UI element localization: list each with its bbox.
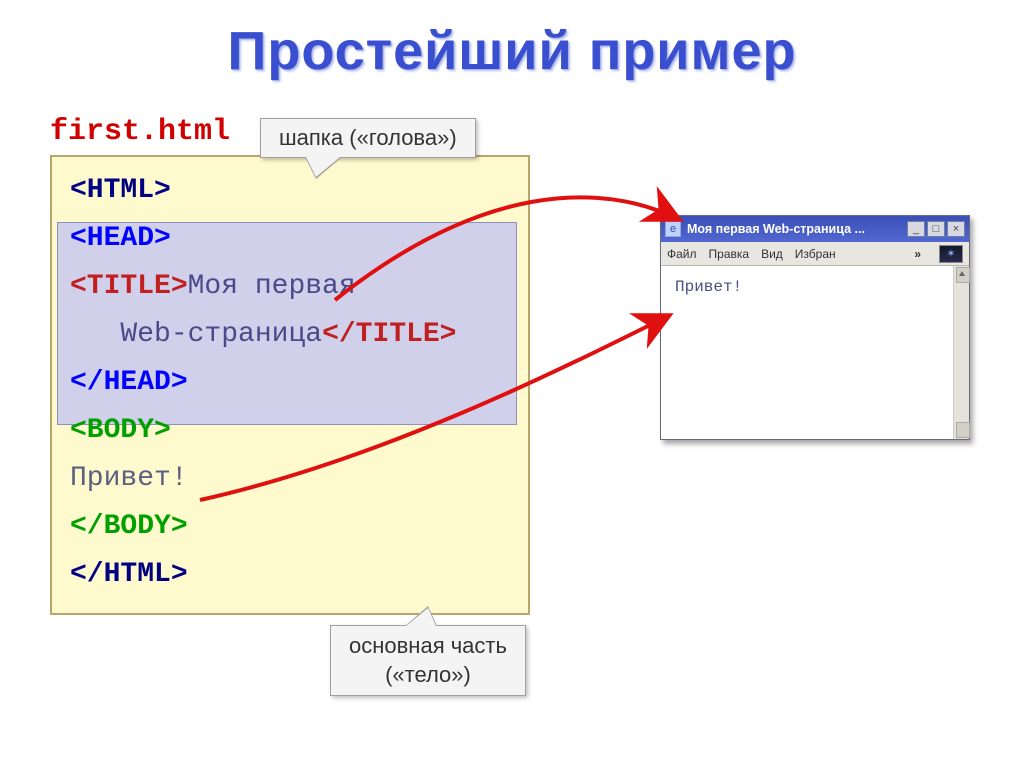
tag-head-close: </HEAD> bbox=[70, 367, 188, 398]
menu-file[interactable]: Файл bbox=[667, 247, 697, 261]
callout-body: основная часть («тело») bbox=[330, 625, 526, 696]
filename-label: first.html bbox=[50, 115, 230, 149]
menu-view[interactable]: Вид bbox=[761, 247, 783, 261]
browser-title-text: Моя первая Web-страница ... bbox=[687, 222, 905, 236]
browser-titlebar: e Моя первая Web-страница ... _ □ × bbox=[661, 216, 969, 242]
callout-body-line1: основная часть bbox=[349, 632, 507, 661]
browser-app-icon: e bbox=[665, 221, 681, 237]
code-box: <HTML> <HEAD> <TITLE>Моя первая Web-стра… bbox=[50, 155, 530, 615]
tag-body-close: </BODY> bbox=[70, 511, 188, 542]
tag-html-close: </HTML> bbox=[70, 559, 188, 590]
menu-overflow-icon[interactable]: » bbox=[914, 247, 921, 261]
body-text: Привет! bbox=[70, 463, 188, 494]
browser-window: e Моя первая Web-страница ... _ □ × Файл… bbox=[660, 215, 970, 440]
title-text-line1: Моя первая bbox=[188, 271, 356, 302]
title-indent bbox=[70, 319, 120, 350]
tag-title-close: </TITLE> bbox=[322, 319, 456, 350]
callout-head: шапка («голова») bbox=[260, 118, 476, 158]
menu-favorites[interactable]: Избран bbox=[795, 247, 836, 261]
browser-logo-icon: ✶ bbox=[939, 245, 963, 263]
tag-title-open: <TITLE> bbox=[70, 271, 188, 302]
browser-menubar: Файл Правка Вид Избран » ✶ bbox=[661, 242, 969, 266]
callout-body-line2: («тело») bbox=[349, 661, 507, 690]
menu-edit[interactable]: Правка bbox=[709, 247, 750, 261]
callout-head-text: шапка («голова») bbox=[279, 125, 457, 150]
minimize-button[interactable]: _ bbox=[907, 221, 925, 237]
tag-html-open: <HTML> bbox=[70, 175, 171, 206]
browser-scrollbar[interactable] bbox=[953, 266, 969, 439]
browser-content: Привет! bbox=[661, 266, 969, 439]
browser-body-text: Привет! bbox=[675, 278, 742, 296]
title-text-line2: Web-страница bbox=[120, 319, 322, 350]
maximize-button[interactable]: □ bbox=[927, 221, 945, 237]
page-title: Простейший пример bbox=[0, 20, 1024, 82]
tag-head-open: <HEAD> bbox=[70, 223, 171, 254]
tag-body-open: <BODY> bbox=[70, 415, 171, 446]
close-button[interactable]: × bbox=[947, 221, 965, 237]
